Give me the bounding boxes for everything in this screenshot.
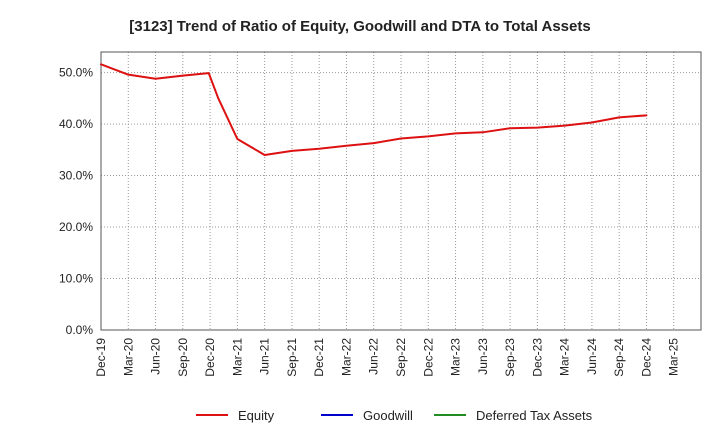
x-tick-label: Sep-20: [176, 338, 190, 377]
x-axis: Dec-19 Mar-20 Jun-20 Sep-20 Dec-20 Mar-21 Jun-…: [94, 338, 681, 377]
x-tick-label: Jun-21: [258, 338, 272, 375]
x-tick-label: Jun-22: [367, 338, 381, 375]
y-tick-label: 10.0%: [59, 272, 93, 286]
x-tick-label: Jun-20: [149, 338, 163, 375]
grid: [101, 52, 701, 330]
legend-label-equity: Equity: [238, 408, 275, 423]
legend: Equity Goodwill Deferred Tax Assets: [196, 408, 593, 423]
x-tick-label: Mar-23: [449, 338, 463, 376]
y-axis: 0.0% 10.0% 20.0% 30.0% 40.0% 50.0%: [59, 66, 93, 337]
x-tick-label: Mar-25: [667, 338, 681, 376]
x-tick-label: Mar-22: [339, 338, 353, 376]
legend-label-deferred-tax-assets: Deferred Tax Assets: [476, 408, 593, 423]
x-tick-label: Jun-24: [585, 338, 599, 375]
x-tick-label: Dec-21: [312, 338, 326, 377]
chart-title: [3123] Trend of Ratio of Equity, Goodwil…: [129, 18, 590, 35]
x-tick-label: Dec-24: [639, 338, 653, 377]
x-tick-label: Mar-20: [121, 338, 135, 376]
x-tick-label: Sep-23: [503, 338, 517, 377]
x-tick-label: Mar-21: [230, 338, 244, 376]
x-tick-label: Dec-19: [94, 338, 108, 377]
y-tick-label: 50.0%: [59, 66, 93, 80]
x-tick-label: Dec-23: [530, 338, 544, 377]
x-tick-label: Sep-22: [394, 338, 408, 377]
y-tick-label: 20.0%: [59, 220, 93, 234]
x-tick-label: Mar-24: [558, 338, 572, 376]
y-tick-label: 40.0%: [59, 117, 93, 131]
x-tick-label: Sep-21: [285, 338, 299, 377]
y-tick-label: 30.0%: [59, 169, 93, 183]
plot-area: [100, 51, 702, 331]
legend-label-goodwill: Goodwill: [363, 408, 413, 423]
y-tick-label: 0.0%: [66, 323, 94, 337]
x-tick-label: Dec-22: [421, 338, 435, 377]
series-line-equity: [100, 63, 648, 156]
x-tick-label: Sep-24: [612, 338, 626, 377]
series-layer: [100, 63, 648, 156]
x-tick-label: Dec-20: [203, 338, 217, 377]
x-tick-label: Jun-23: [476, 338, 490, 375]
